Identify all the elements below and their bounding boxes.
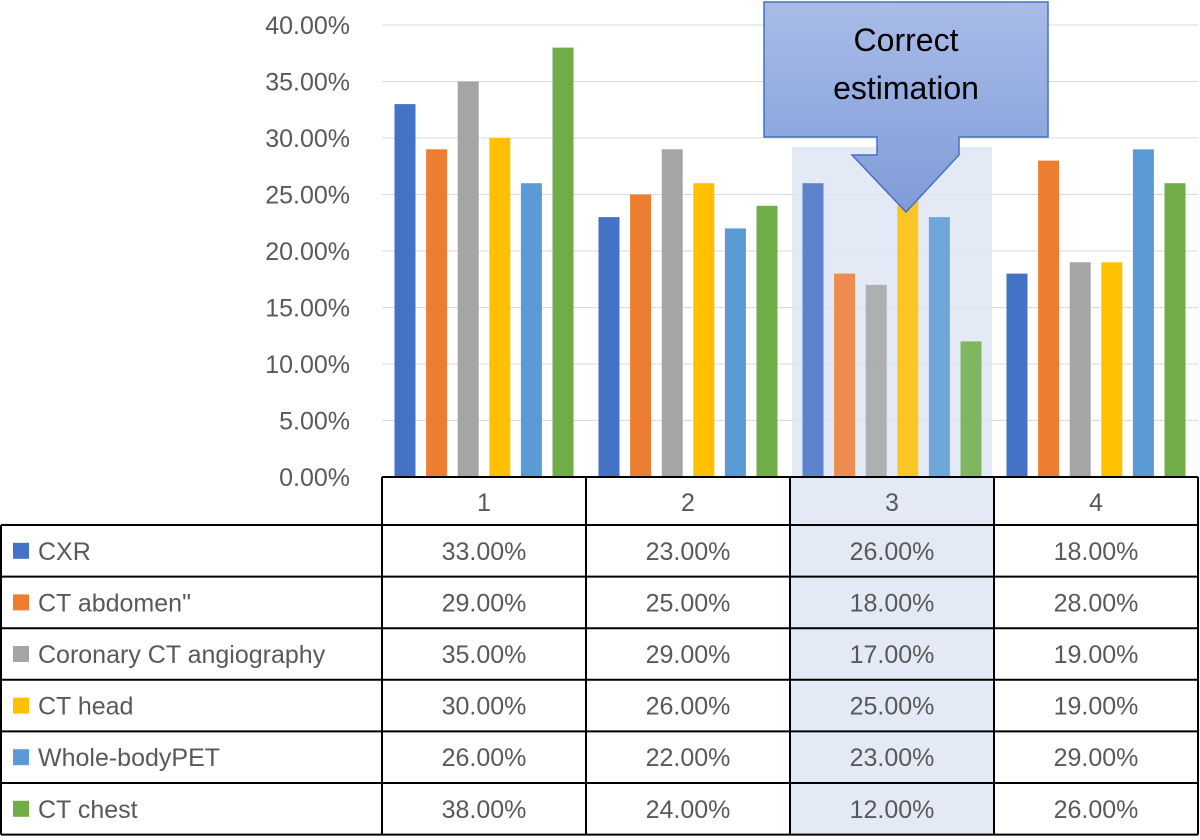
legend-label: CT abdomen" (38, 589, 191, 617)
legend-swatch (13, 646, 29, 662)
callout-arrow (763, 1, 1049, 214)
data-label: 29.00% (646, 641, 731, 669)
callout-annotation: Correct estimation (763, 1, 1049, 214)
data-label: 23.00% (646, 538, 731, 566)
highlight-band-plot (792, 147, 992, 477)
data-label: 29.00% (442, 589, 527, 617)
legend-label: Coronary CT angiography (38, 641, 326, 669)
bar (457, 81, 479, 477)
data-label: 22.00% (646, 744, 731, 772)
legend-label: Whole-bodyPET (38, 744, 220, 772)
bar (724, 228, 746, 477)
legend-swatch (13, 542, 29, 559)
data-label: 25.00% (646, 589, 731, 617)
data-label: 26.00% (442, 744, 527, 772)
bar (552, 47, 574, 477)
category-label: 4 (1089, 489, 1103, 517)
callout-text-line2: estimation (833, 70, 979, 106)
bar (928, 217, 950, 477)
bar (1006, 273, 1028, 477)
bar (630, 194, 652, 477)
legend-swatch (13, 697, 29, 714)
bar (1101, 262, 1123, 477)
bar (520, 183, 542, 477)
y-tick-label: 20.00% (265, 238, 350, 266)
bar (1069, 262, 1091, 477)
data-label: 25.00% (850, 693, 935, 721)
y-tick-label: 15.00% (265, 295, 350, 323)
y-axis-tick-labels: 0.00% 5.00% 10.00% 15.00% 20.00% 25.00% 30.00%… (265, 12, 350, 492)
y-tick-label: 10.00% (265, 351, 350, 379)
gridlines (382, 24, 1198, 421)
bar (1164, 183, 1186, 477)
data-table: 1 2 3 4 CXR 33.00% 23.00% 26.00% 18.00% CT abdom… (0, 476, 1199, 836)
bar (1038, 160, 1060, 477)
data-label: 33.00% (442, 538, 527, 566)
bar (394, 104, 416, 477)
bar (661, 149, 683, 478)
y-tick-label: 5.00% (279, 408, 350, 436)
data-label: 29.00% (1054, 744, 1139, 772)
y-tick-label: 40.00% (265, 12, 350, 40)
category-label: 2 (681, 489, 695, 517)
y-tick-label: 25.00% (265, 182, 350, 210)
legend-label: CXR (38, 538, 91, 566)
bar (756, 205, 778, 478)
legend-label: CT head (38, 693, 133, 721)
bars (394, 47, 1186, 478)
data-label: 26.00% (1054, 796, 1139, 824)
bar (1132, 149, 1154, 478)
data-label: 38.00% (442, 796, 527, 824)
highlight-layer (792, 147, 992, 477)
bar (693, 183, 715, 477)
legend-swatch (13, 594, 29, 611)
data-label: 12.00% (850, 796, 935, 824)
data-label: 23.00% (850, 744, 935, 772)
y-tick-label: 35.00% (265, 69, 350, 97)
y-tick-label: 30.00% (265, 125, 350, 153)
data-label: 30.00% (442, 693, 527, 721)
bar (598, 217, 620, 477)
data-label: 18.00% (1054, 538, 1139, 566)
bar (489, 138, 511, 477)
bar (426, 149, 448, 478)
callout-text-line1: Correct (854, 22, 959, 58)
data-label: 28.00% (1054, 589, 1139, 617)
category-label: 1 (477, 489, 491, 517)
data-label: 26.00% (850, 538, 935, 566)
bar (897, 194, 919, 477)
data-label: 19.00% (1054, 693, 1139, 721)
legend-swatch (13, 800, 29, 817)
bar (834, 273, 856, 477)
bar (802, 183, 824, 477)
data-label: 17.00% (850, 641, 935, 669)
data-label: 18.00% (850, 589, 935, 617)
data-label: 35.00% (442, 641, 527, 669)
data-label: 19.00% (1054, 641, 1139, 669)
data-label: 24.00% (646, 796, 731, 824)
bar (960, 341, 982, 477)
category-label: 3 (885, 489, 899, 517)
legend-label: CT chest (38, 796, 138, 824)
bar (865, 284, 887, 477)
y-tick-label: 0.00% (279, 464, 350, 492)
legend-swatch (13, 749, 29, 766)
highlight-band-table (791, 477, 993, 835)
data-label: 26.00% (646, 693, 731, 721)
